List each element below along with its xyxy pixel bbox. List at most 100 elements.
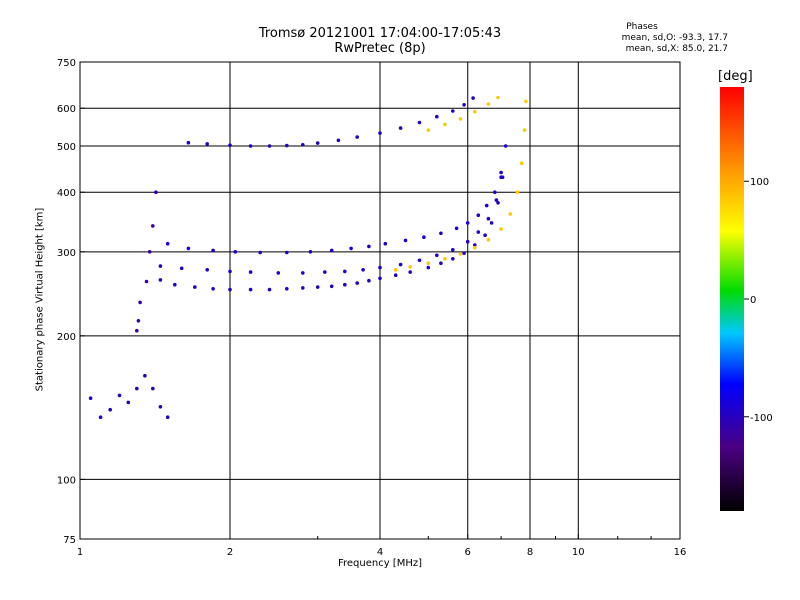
data-point [233, 250, 238, 254]
data-point [285, 143, 289, 148]
data-point [211, 248, 215, 253]
data-point [408, 265, 413, 269]
y-tick-label: 75 [63, 535, 76, 546]
data-point [285, 287, 289, 291]
data-point [349, 246, 353, 251]
data-point [147, 250, 152, 254]
data-point [439, 231, 443, 236]
data-point [367, 244, 371, 249]
data-point [315, 141, 320, 145]
data-point [493, 190, 497, 194]
data-point [186, 246, 191, 251]
data-point [88, 396, 93, 401]
data-point [443, 122, 447, 127]
data-point [508, 212, 512, 216]
data-point [136, 319, 141, 323]
x-tick-label: 1 [77, 547, 83, 558]
colorbar-ticks: 100 0 -100 [744, 177, 773, 424]
data-point [135, 328, 139, 333]
data-point [151, 386, 155, 391]
data-point [144, 279, 149, 284]
data-point [489, 221, 494, 225]
data-point [205, 142, 209, 146]
data-point [126, 400, 131, 405]
data-point [154, 190, 158, 194]
y-tick-label: 100 [57, 475, 76, 486]
data-point [165, 415, 170, 420]
data-point [211, 287, 215, 291]
data-point [403, 238, 408, 243]
colorbar-tick-label: 0 [750, 295, 756, 306]
data-point [496, 95, 500, 100]
data-point [158, 278, 163, 282]
x-axis-label: Frequency [MHz] [337, 558, 423, 569]
data-point [496, 201, 500, 205]
data-point [193, 285, 197, 289]
data-point [151, 224, 155, 228]
data-point [323, 270, 327, 274]
data-point [315, 285, 320, 289]
data-point [158, 264, 163, 268]
data-point [258, 250, 263, 255]
data-point [499, 227, 503, 231]
data-points [88, 95, 528, 420]
data-point [343, 282, 347, 287]
x-tick-label: 16 [674, 547, 687, 558]
data-point [408, 270, 413, 274]
data-point [361, 268, 365, 272]
data-point [483, 233, 487, 237]
data-point [285, 250, 289, 255]
data-point [378, 276, 382, 281]
data-point [378, 131, 382, 135]
data-point [267, 287, 272, 292]
data-point [435, 114, 439, 119]
data-point [98, 415, 103, 420]
data-point [138, 300, 142, 305]
axis-ticks: 1 2 4 6 8 10 16 75 100 200 300 400 500 600 750 [57, 58, 686, 558]
data-point [355, 281, 360, 285]
data-point [499, 175, 503, 179]
data-point [503, 144, 508, 148]
data-point [248, 144, 253, 148]
data-point [435, 253, 439, 258]
data-point [398, 262, 403, 267]
x-tick-label: 4 [377, 547, 383, 558]
data-point [473, 245, 477, 250]
data-point [276, 271, 281, 275]
data-point [454, 226, 459, 231]
data-point [267, 144, 272, 148]
data-point [443, 257, 447, 261]
data-point [471, 96, 475, 100]
data-point [486, 102, 491, 106]
data-point [473, 109, 477, 114]
data-point [458, 252, 463, 256]
data-point [465, 239, 470, 244]
o-mode-stats: mean, sd,O: -93.3, 17.7 [621, 33, 728, 43]
data-point [426, 128, 431, 132]
colorbar [720, 87, 744, 511]
data-point [451, 257, 455, 261]
data-point [248, 287, 253, 292]
data-point [165, 241, 170, 246]
data-point [378, 265, 382, 270]
data-point [522, 128, 527, 132]
data-point [355, 135, 360, 139]
data-point [476, 230, 481, 234]
data-point [135, 386, 139, 391]
data-point [451, 248, 455, 252]
data-point [308, 250, 313, 254]
phases-header: Phases [626, 22, 658, 32]
y-tick-label: 200 [57, 332, 76, 343]
data-point [398, 126, 403, 130]
data-point [228, 269, 232, 274]
x-mode-stats: mean, sd,X: 85.0, 21.7 [625, 44, 728, 54]
x-tick-label: 10 [572, 547, 585, 558]
data-point [519, 161, 524, 166]
data-point [426, 261, 431, 266]
data-point [486, 216, 491, 221]
x-tick-label: 6 [465, 547, 471, 558]
data-point [515, 190, 520, 194]
data-point [451, 109, 455, 113]
data-point [228, 143, 232, 147]
